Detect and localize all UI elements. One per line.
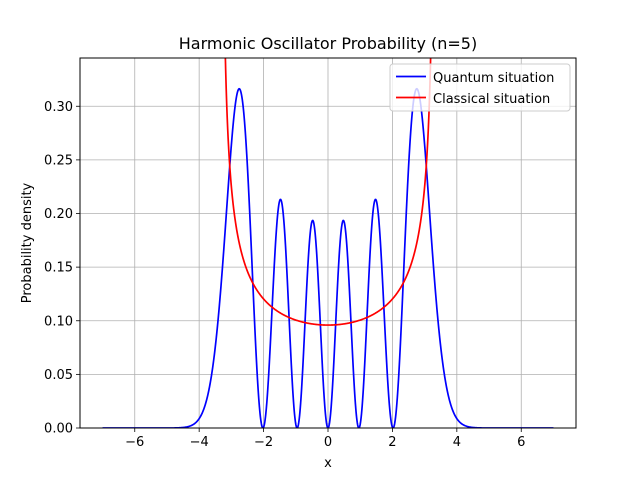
y-axis-ticks: 0.00 0.05 0.10 0.15 0.20 0.25 0.30 [44,100,80,437]
y-axis-label: Probability density [20,182,35,303]
x-tick-label: 0 [324,435,332,450]
x-axis-label: x [324,456,332,471]
x-tick-label: −4 [190,435,209,450]
y-tick-label: 0.00 [44,422,73,437]
series-classical-line [224,58,432,326]
x-axis-ticks: −6 −4 −2 0 2 4 6 [125,428,525,450]
legend: Quantum situation Classical situation [389,63,571,112]
x-tick-label: 4 [453,435,461,450]
legend-label-quantum: Quantum situation [433,71,554,86]
y-tick-label: 0.20 [44,207,73,222]
y-tick-label: 0.10 [44,314,73,329]
y-tick-label: 0.30 [44,100,73,115]
y-tick-label: 0.05 [44,368,73,383]
y-tick-label: 0.25 [44,153,73,168]
chart-title: Harmonic Oscillator Probability (n=5) [179,34,477,53]
legend-label-classical: Classical situation [433,92,550,107]
x-tick-label: 2 [388,435,396,450]
legend-box [389,63,571,112]
y-tick-label: 0.15 [44,261,73,276]
x-tick-label: −6 [125,435,144,450]
x-tick-label: −2 [254,435,273,450]
x-tick-label: 6 [517,435,525,450]
